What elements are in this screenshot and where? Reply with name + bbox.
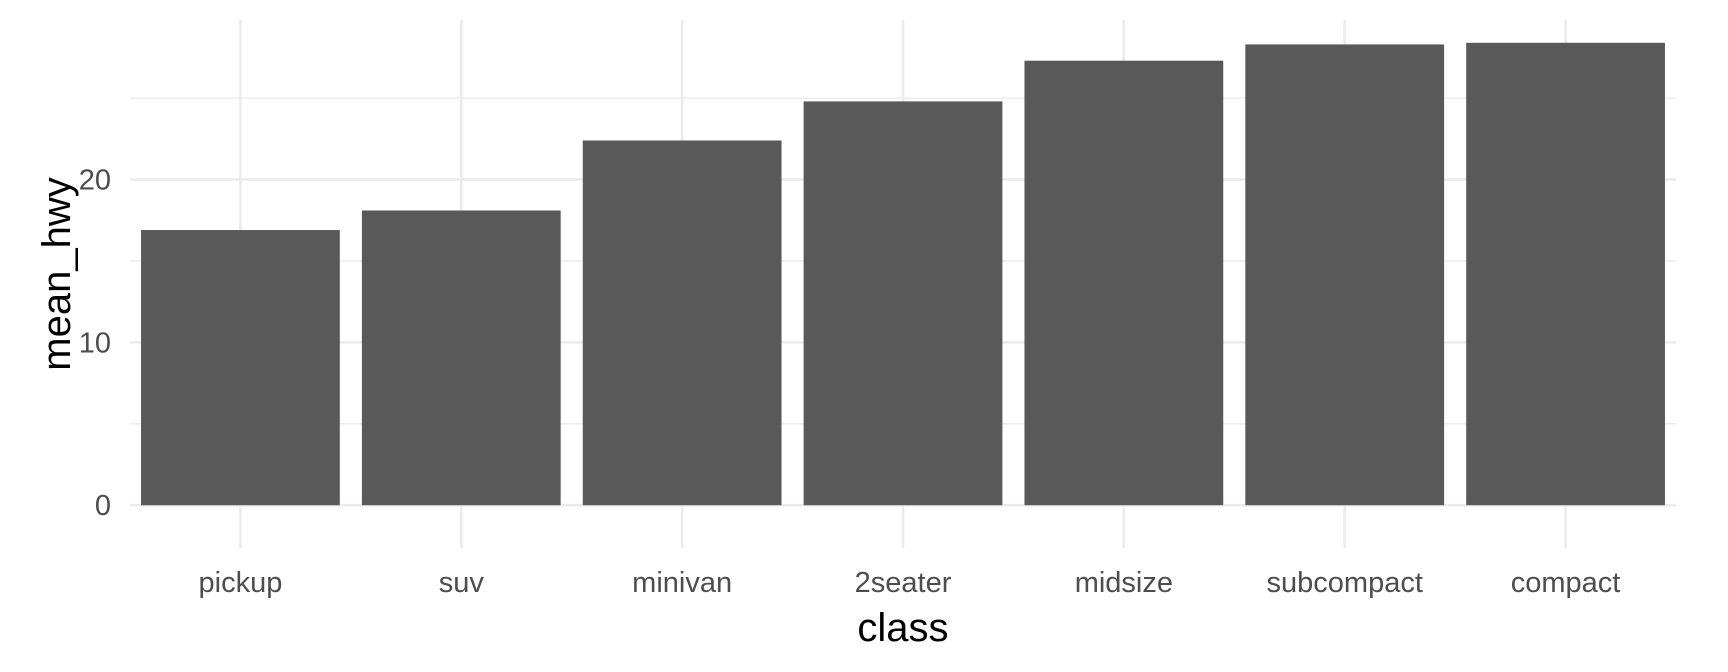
bar-suv <box>361 210 561 506</box>
y-tick-label: 10 <box>79 327 111 359</box>
bar-compact <box>1466 42 1665 506</box>
x-tick-label: pickup <box>199 567 283 599</box>
bar-midsize <box>1024 60 1224 506</box>
x-tick-labels: pickup suv minivan 2seater midsize subcompact… <box>199 567 1621 599</box>
x-tick-label: minivan <box>632 567 732 599</box>
bar-pickup <box>141 230 340 506</box>
bar-2seater <box>803 101 1003 506</box>
x-tick-label: midsize <box>1075 567 1173 599</box>
x-axis-title: class <box>857 606 948 650</box>
x-tick-label: subcompact <box>1267 567 1423 599</box>
x-tick-label: compact <box>1511 567 1621 599</box>
bars <box>141 42 1665 506</box>
y-axis-title: mean_hwy <box>35 177 79 370</box>
x-tick-label: suv <box>439 567 485 599</box>
y-tick-label: 20 <box>79 165 111 197</box>
y-tick-label: 0 <box>95 490 111 522</box>
bar-subcompact <box>1245 44 1445 506</box>
x-tick-label: 2seater <box>855 567 952 599</box>
bar-minivan <box>582 140 782 506</box>
y-tick-labels: 0 10 20 <box>79 165 111 523</box>
